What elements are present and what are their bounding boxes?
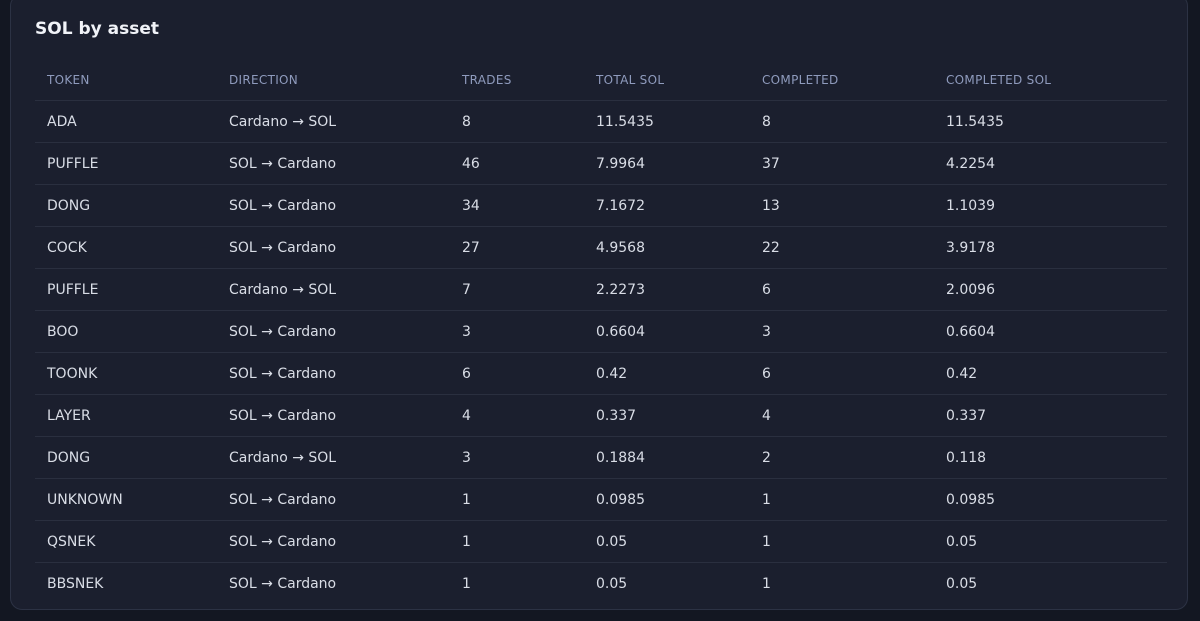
table-cell: 7 [462, 281, 471, 298]
table-cell: 7.1672 [596, 197, 645, 214]
table-cell: 6 [762, 365, 771, 382]
table-cell: 1 [762, 575, 771, 592]
table-cell: 0.05 [596, 575, 628, 592]
table-cell: DONG [47, 449, 91, 466]
column-header: TOKEN [47, 73, 90, 87]
table-cell: 6 [762, 281, 771, 298]
table-row: UNKNOWN SOL → Cardano 1 0.0985 1 0.0985 [35, 479, 1167, 521]
table-cell: 34 [462, 197, 480, 214]
table-cell: SOL → Cardano [229, 239, 337, 256]
table-cell: SOL → Cardano [229, 533, 337, 550]
table-row: PUFFLE Cardano → SOL 7 2.2273 6 2.0096 [35, 269, 1167, 311]
table-cell: Cardano → SOL [229, 113, 337, 130]
table-cell: 2 [762, 449, 771, 466]
table-cell: 11.5435 [596, 113, 654, 130]
table-cell: 37 [762, 155, 780, 172]
table-cell: 0.6604 [946, 323, 995, 340]
table-cell: 8 [462, 113, 471, 130]
table-row: PUFFLE SOL → Cardano 46 7.9964 37 4.2254 [35, 143, 1167, 185]
table-cell: 3 [762, 323, 771, 340]
table-cell: 0.1884 [596, 449, 645, 466]
table-cell: 4.9568 [596, 239, 645, 256]
table-cell: 2.2273 [596, 281, 645, 298]
table-cell: SOL → Cardano [229, 575, 337, 592]
table-cell: 0.6604 [596, 323, 645, 340]
table-cell: PUFFLE [47, 155, 99, 172]
table: TOKEN DIRECTION TRADES TOTAL SOL COMPLETED CO… [35, 60, 1167, 604]
table-cell: 13 [762, 197, 780, 214]
table-cell: 0.05 [946, 533, 978, 550]
table-cell: 3 [462, 449, 471, 466]
table-cell: SOL → Cardano [229, 407, 337, 424]
table-row: LAYER SOL → Cardano 4 0.337 4 0.337 [35, 395, 1167, 437]
table-cell: 0.42 [596, 365, 628, 382]
table-cell: ADA [47, 113, 77, 130]
table-row: BOO SOL → Cardano 3 0.6604 3 0.6604 [35, 311, 1167, 353]
table-cell: SOL → Cardano [229, 155, 337, 172]
table-row: ADA Cardano → SOL 8 11.5435 8 11.5435 [35, 101, 1167, 143]
table-cell: QSNEK [47, 533, 96, 550]
table-cell: 4.2254 [946, 155, 995, 172]
table-cell: 4 [462, 407, 471, 424]
table-cell: 0.337 [596, 407, 637, 424]
table-cell: SOL → Cardano [229, 491, 337, 508]
table-row: COCK SOL → Cardano 27 4.9568 22 3.9178 [35, 227, 1167, 269]
table-cell: 27 [462, 239, 480, 256]
table-cell: BOO [47, 323, 79, 340]
table-cell: 1 [762, 491, 771, 508]
table-cell: 1 [462, 533, 471, 550]
table-cell: 4 [762, 407, 771, 424]
table-cell: BBSNEK [47, 575, 104, 592]
table-cell: 0.05 [946, 575, 978, 592]
table-cell: UNKNOWN [47, 491, 123, 508]
table-row: DONG Cardano → SOL 3 0.1884 2 0.118 [35, 437, 1167, 479]
table-cell: 1 [462, 575, 471, 592]
table-cell: 3.9178 [946, 239, 995, 256]
table-cell: SOL → Cardano [229, 197, 337, 214]
table-cell: Cardano → SOL [229, 449, 337, 466]
table-row: BBSNEK SOL → Cardano 1 0.05 1 0.05 [35, 563, 1167, 604]
table-cell: 8 [762, 113, 771, 130]
table-cell: 22 [762, 239, 780, 256]
column-header: COMPLETED [762, 73, 839, 87]
table-cell: 0.0985 [596, 491, 645, 508]
table-row: QSNEK SOL → Cardano 1 0.05 1 0.05 [35, 521, 1167, 563]
table-cell: 0.337 [946, 407, 987, 424]
table-cell: 3 [462, 323, 471, 340]
table-cell: 7.9964 [596, 155, 645, 172]
card-title: SOL by asset [35, 19, 159, 39]
table-row: TOONK SOL → Cardano 6 0.42 6 0.42 [35, 353, 1167, 395]
table-cell: 0.0985 [946, 491, 995, 508]
table-cell: TOONK [47, 365, 98, 382]
column-header: DIRECTION [229, 73, 299, 87]
column-header: TOTAL SOL [596, 73, 665, 87]
table-cell: 0.118 [946, 449, 987, 466]
table-cell: Cardano → SOL [229, 281, 337, 298]
table-cell: 1.1039 [946, 197, 995, 214]
column-header: COMPLETED SOL [946, 73, 1052, 87]
header-row: TOKEN DIRECTION TRADES TOTAL SOL COMPLETED CO… [35, 60, 1167, 101]
table-cell: SOL → Cardano [229, 323, 337, 340]
table-cell: 2.0096 [946, 281, 995, 298]
table-row: DONG SOL → Cardano 34 7.1672 13 1.1039 [35, 185, 1167, 227]
table-cell: 1 [762, 533, 771, 550]
table-cell: 6 [462, 365, 471, 382]
column-header: TRADES [462, 73, 512, 87]
table-cell: SOL → Cardano [229, 365, 337, 382]
table-cell: 0.42 [946, 365, 978, 382]
table-cell: 11.5435 [946, 113, 1004, 130]
table-cell: 1 [462, 491, 471, 508]
table-cell: LAYER [47, 407, 91, 424]
table-cell: 0.05 [596, 533, 628, 550]
table-cell: DONG [47, 197, 91, 214]
card: SOL by asset TOKEN DIRECTION TRADES TOTAL S… [10, 0, 1188, 610]
table-cell: PUFFLE [47, 281, 99, 298]
table-cell: 46 [462, 155, 480, 172]
table-cell: COCK [47, 239, 87, 256]
